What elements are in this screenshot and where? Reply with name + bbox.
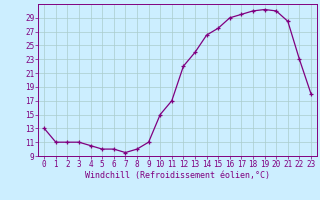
X-axis label: Windchill (Refroidissement éolien,°C): Windchill (Refroidissement éolien,°C) xyxy=(85,171,270,180)
